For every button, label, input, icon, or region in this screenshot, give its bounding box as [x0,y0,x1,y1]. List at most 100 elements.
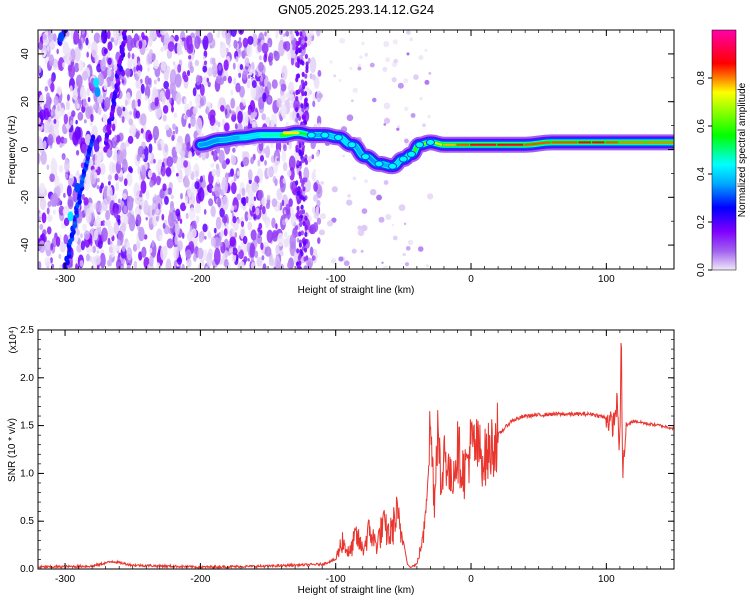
noise-speckle [132,243,138,252]
noise-speckle [220,229,224,238]
noise-speckle [234,204,237,209]
y-tick-label: 2.0 [20,373,34,384]
snr-panel: -300 -200 -100 0 100 0.0 0.5 1.0 1.5 2.0 2.5 (x10⁴… [7,325,675,596]
noise-speckle [58,164,64,173]
noise-speckle [144,95,148,101]
noise-speckle [246,42,253,58]
noise-speckle [295,31,300,37]
noise-speckle [40,196,43,202]
noise-speckle [255,107,258,113]
noise-speckle [50,82,55,93]
noise-speckle [47,45,50,52]
noise-speckle [85,169,93,185]
noise-speckle [298,217,302,223]
noise-speckle [75,263,79,269]
noise-speckle [398,204,406,212]
noise-speckle [76,170,80,176]
noise-speckle [242,235,248,245]
noise-speckle [52,209,56,215]
noise-speckle [245,196,249,204]
noise-speckle [364,179,368,184]
noise-speckle [285,121,289,128]
noise-speckle [350,99,354,103]
noise-speckle [108,254,112,262]
noise-speckle [68,64,76,79]
noise-speckle [191,228,197,238]
noise-speckle [47,30,54,43]
noise-speckle [174,34,179,42]
noise-speckle [54,128,60,137]
noise-speckle [51,75,55,84]
noise-speckle [230,98,235,109]
noise-speckle [424,48,428,53]
noise-speckle [69,85,73,93]
noise-speckle [303,247,308,253]
noise-speckle [210,67,214,74]
noise-speckle [266,229,274,244]
y-tick-label: 0.0 [20,564,34,575]
noise-speckle [147,66,150,72]
noise-speckle [252,33,258,47]
noise-speckle [140,83,145,94]
noise-speckle [233,77,237,86]
noise-speckle [161,162,165,168]
noise-speckle [298,36,302,43]
noise-speckle [405,245,411,251]
noise-speckle [275,30,279,39]
noise-speckle [276,188,283,201]
noise-speckle [229,109,232,114]
noise-speckle [184,199,188,207]
noise-speckle [85,253,91,262]
noise-speckle [171,105,174,113]
noise-speckle [47,133,54,146]
noise-speckle [147,133,153,141]
noise-speckle [417,246,424,252]
noise-speckle [236,218,241,224]
noise-speckle [230,30,237,37]
noise-speckle [81,30,86,35]
noise-speckle [176,157,183,172]
noise-speckle [249,100,256,113]
noise-speckle [260,242,264,250]
noise-speckle [271,217,276,229]
noise-speckle [104,221,108,226]
noise-speckle [97,72,105,87]
noise-speckle [149,30,156,40]
noise-speckle [372,97,377,103]
noise-speckle [319,213,326,220]
noise-speckle [121,116,125,124]
noise-speckle [73,62,80,73]
noise-speckle [187,186,192,198]
noise-speckle [59,241,66,253]
noise-speckle [300,195,305,201]
noise-speckle [339,37,346,44]
noise-speckle [305,64,309,71]
noise-speckle [360,41,365,46]
x-tick-label: 100 [598,274,615,285]
x-tick-label: 100 [598,574,615,585]
noise-speckle [382,265,389,269]
noise-speckle [262,263,267,269]
snr-y-label: SNR (10 * v/v) [7,418,18,482]
noise-speckle [190,114,196,127]
noise-speckle [297,198,302,204]
noise-speckle [157,77,161,82]
noise-speckle [295,61,299,68]
noise-speckle [159,234,163,241]
noise-speckle [139,205,142,209]
noise-speckle [264,160,267,166]
noise-speckle [221,195,229,211]
noise-speckle [219,42,227,59]
noise-speckle [171,165,175,173]
noise-speckle [244,57,250,67]
noise-speckle [222,215,228,224]
snr-frame [37,329,675,570]
noise-speckle [141,246,147,258]
noise-speckle [59,263,63,269]
noise-speckle [287,261,291,269]
streak-blob [107,118,112,125]
noise-speckle [309,246,314,256]
noise-speckle [268,257,275,266]
noise-speckle [167,41,175,52]
